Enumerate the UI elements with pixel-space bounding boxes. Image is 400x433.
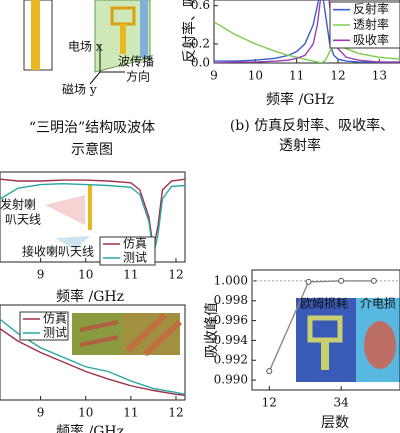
plot-frame — [251, 269, 400, 391]
annotation: 发射喇 — [0, 197, 36, 212]
label: 波传播 — [118, 54, 154, 69]
plot-frame — [0, 304, 186, 401]
inset-photos — [72, 312, 183, 357]
pattern — [321, 340, 329, 370]
x-tick-label: 11 — [123, 268, 138, 282]
x-tick-label: 9 — [210, 69, 218, 83]
heat — [364, 321, 396, 369]
y-tick-label: 0.0 — [191, 56, 210, 70]
x-axis-label: 频率 /GHz — [56, 288, 124, 305]
layer — [140, 0, 148, 58]
annotation: 接收喇叭天线 — [22, 244, 94, 259]
strip — [79, 335, 119, 347]
legend-label: 仿真 — [43, 312, 67, 326]
x-tick-label: 12 — [262, 396, 277, 410]
legend-label: 仿真 — [123, 237, 147, 251]
caption: “三明治”结构吸波体 — [29, 120, 155, 136]
y-tick-label: 1.000 — [214, 273, 248, 287]
y-tick-label: 0.998 — [214, 293, 248, 307]
y-tick-label: 0.992 — [214, 353, 248, 367]
caption: 示意图 — [71, 141, 113, 158]
inset-images — [296, 298, 400, 382]
legend-label: 测试 — [123, 250, 147, 265]
x-axis-label: 频率 /GHz — [266, 91, 334, 108]
point — [305, 278, 312, 285]
legend-label: 测试 — [43, 325, 67, 340]
x-tick-label: 34 — [334, 396, 350, 410]
x-tick-label: 12 — [168, 268, 183, 282]
annotation: 叭天线 — [5, 213, 41, 227]
caption: 透射率 — [279, 137, 321, 154]
pattern — [120, 24, 126, 54]
point — [370, 277, 377, 284]
y-tick-label: 0.994 — [214, 333, 249, 347]
arrow — [89, 71, 101, 85]
y-tick-label: 0.6 — [191, 0, 210, 12]
antenna-illustration — [45, 185, 92, 250]
caption: (b) 仿真反射率、吸收率、 — [230, 117, 394, 134]
y-tick-label: 0.996 — [214, 313, 248, 327]
y-tick-label: 0.2 — [191, 36, 210, 50]
x-tick-label: 10 — [78, 406, 93, 420]
horn — [45, 195, 85, 225]
x-tick-label: 12 — [168, 406, 183, 420]
x-axis-label: 层数 — [321, 415, 349, 431]
strip — [142, 319, 183, 357]
y-tick-label: 0.990 — [214, 373, 248, 387]
series-line — [0, 328, 185, 396]
strip — [79, 320, 119, 332]
label: 方向 — [126, 69, 150, 84]
strip — [125, 312, 168, 353]
series-line — [0, 318, 185, 395]
plot-frame — [213, 0, 400, 64]
point — [338, 277, 345, 284]
point — [266, 368, 273, 375]
x-tick-label: 9 — [37, 406, 45, 420]
legend-box — [19, 311, 69, 341]
x-tick-label: 11 — [289, 69, 304, 83]
x-tick-label: 13 — [372, 69, 387, 83]
x-tick-label: 9 — [37, 268, 45, 282]
x-axis-label: 频率 /GHz — [56, 423, 124, 433]
x-tick-label: 10 — [248, 69, 263, 83]
y-axis-label: 反射率、吸 — [181, 0, 198, 63]
series-line — [214, 21, 400, 63]
annotation: 欧姆损耗 — [300, 297, 348, 311]
label: 磁场 y — [62, 82, 97, 97]
legend-label: 透射率 — [353, 17, 389, 32]
horn — [55, 236, 90, 250]
photo — [72, 313, 122, 355]
series-line — [0, 182, 185, 255]
legend-label: 反射率 — [353, 1, 389, 16]
plot-frame — [0, 171, 186, 263]
series-line — [0, 178, 185, 249]
x-tick-label: 12 — [330, 69, 345, 83]
annotation: 介电损 — [360, 297, 396, 311]
x-tick-label: 11 — [123, 406, 138, 420]
series-line — [214, 0, 400, 63]
legend-label: 吸收率 — [353, 32, 389, 47]
legend-box — [99, 236, 156, 266]
y-axis-label: 吸收峰值 — [204, 302, 220, 358]
series-line — [214, 0, 400, 63]
schematic: 电场 x 波传播 方向 磁场 y “三明治”结构吸波体 示意图 — [23, 0, 155, 158]
sample — [88, 185, 92, 230]
label: 电场 x — [68, 40, 103, 54]
x-tick-label: 10 — [78, 268, 93, 282]
strip — [31, 0, 40, 70]
series-line — [268, 280, 374, 372]
